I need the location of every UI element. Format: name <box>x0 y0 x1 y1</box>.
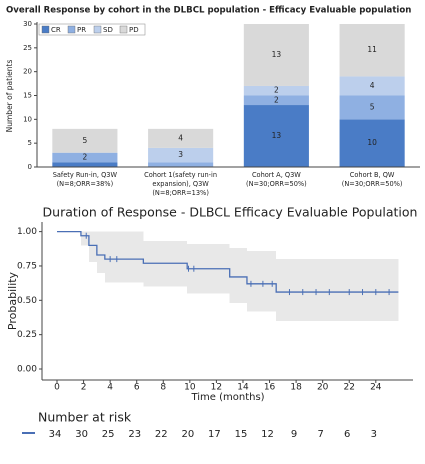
bar-segment <box>339 24 405 77</box>
bar-segment <box>339 76 405 96</box>
x-tick-label: 22 <box>344 383 355 393</box>
x-tick-label: 0 <box>54 383 60 393</box>
y-tick-label: 25 <box>23 44 32 52</box>
confidence-band <box>96 231 105 273</box>
at-risk-title: Number at risk <box>38 410 132 425</box>
x-tick-label: 24 <box>370 383 382 393</box>
bar-segment <box>148 147 214 163</box>
y-tick-label: 15 <box>23 92 32 100</box>
at-risk-value: 20 <box>181 429 194 440</box>
y-tick-label: 0 <box>28 163 32 171</box>
confidence-band <box>143 241 188 287</box>
bar-segment <box>243 85 309 96</box>
x-tick-label: 16 <box>264 383 276 393</box>
x-tick-label: Safety Run-in, Q3W (N=8;ORR=38%) <box>53 171 118 188</box>
confidence-band <box>88 231 97 262</box>
x-axis-label: Time (months) <box>190 392 264 403</box>
data-label: 13 <box>272 131 282 140</box>
x-tick-label: Cohort B, QW (N=30;ORR=50%) <box>342 171 403 188</box>
at-risk-value: 12 <box>261 429 274 440</box>
y-axis-label: Probability <box>6 271 19 330</box>
y-tick-label: 5 <box>28 139 32 147</box>
at-risk-value: 30 <box>75 429 88 440</box>
x-tick-label: 14 <box>237 383 249 393</box>
bar-segment <box>148 128 214 148</box>
data-label: 10 <box>367 138 377 147</box>
x-tick-label: 4 <box>107 383 113 393</box>
y-tick-label: 1.00 <box>17 227 37 237</box>
confidence-band <box>276 259 399 321</box>
at-risk-value: 7 <box>317 429 323 440</box>
data-label: 3 <box>178 150 183 159</box>
chart-title: Duration of Response - DLBCL Efficacy Ev… <box>43 205 418 220</box>
at-risk-value: 9 <box>291 429 297 440</box>
at-risk-value: 17 <box>208 429 221 440</box>
bar-segment <box>243 95 309 106</box>
bar-segment <box>52 152 118 163</box>
y-tick-label: 0.75 <box>17 261 37 271</box>
x-tick-label: 8 <box>160 383 166 393</box>
at-risk-value: 6 <box>344 429 350 440</box>
legend-label: SD <box>103 26 113 34</box>
x-tick-label: Cohort A, Q3W (N=30;ORR=50%) <box>246 171 307 188</box>
y-tick-label: 20 <box>23 68 32 76</box>
y-tick-label: 0.00 <box>17 365 37 375</box>
legend-box <box>38 23 146 36</box>
legend-swatch <box>67 25 76 34</box>
confidence-band <box>80 231 89 246</box>
at-risk-value: 34 <box>49 429 62 440</box>
legend-label: PR <box>77 26 86 34</box>
bar-segment <box>243 24 309 86</box>
at-risk-value: 15 <box>235 429 248 440</box>
at-risk-value: 25 <box>102 429 115 440</box>
x-tick-label: 6 <box>134 383 140 393</box>
data-label: 13 <box>272 50 282 59</box>
at-risk-value: 23 <box>128 429 141 440</box>
data-label: 2 <box>82 152 87 161</box>
x-tick-label: 10 <box>184 383 196 393</box>
confidence-band <box>229 248 247 304</box>
legend-label: PD <box>129 26 139 34</box>
data-label: 11 <box>367 45 377 54</box>
x-tick-label: Cohort 1(safety run-in expansion), Q3W (N=… <box>144 171 217 197</box>
data-label: 5 <box>370 102 375 111</box>
data-label: 2 <box>274 86 279 95</box>
y-tick-label: 10 <box>23 115 32 123</box>
data-label: 5 <box>82 136 87 145</box>
legend-swatch <box>93 25 102 34</box>
bar-segment <box>339 119 405 167</box>
legend-swatch <box>119 25 128 34</box>
data-label: 4 <box>178 133 183 142</box>
bar-segment <box>148 162 214 167</box>
survival-line <box>57 230 399 293</box>
x-tick-label: 18 <box>290 383 302 393</box>
data-label: 2 <box>274 95 279 104</box>
chart-title: Overall Response by cohort in the DLBCL … <box>6 6 411 16</box>
data-label: 4 <box>370 81 375 90</box>
y-tick-label: 0.50 <box>17 296 37 306</box>
at-risk-value: 22 <box>155 429 168 440</box>
y-tick-label: 30 <box>23 20 32 28</box>
legend-swatch <box>41 25 50 34</box>
bar-segment <box>52 128 118 153</box>
x-tick-label: 12 <box>211 383 222 393</box>
y-axis-label: Number of patients <box>5 60 14 133</box>
bar-segment <box>52 162 118 167</box>
x-tick-label: 2 <box>81 383 87 393</box>
x-tick-label: 20 <box>317 383 329 393</box>
bar-segment <box>243 105 309 167</box>
y-tick-label: 0.25 <box>17 330 37 340</box>
bar-segment <box>339 95 405 120</box>
confidence-band <box>104 231 144 283</box>
at-risk-value: 3 <box>371 429 377 440</box>
legend-label: CR <box>51 26 61 34</box>
confidence-band <box>246 250 277 312</box>
